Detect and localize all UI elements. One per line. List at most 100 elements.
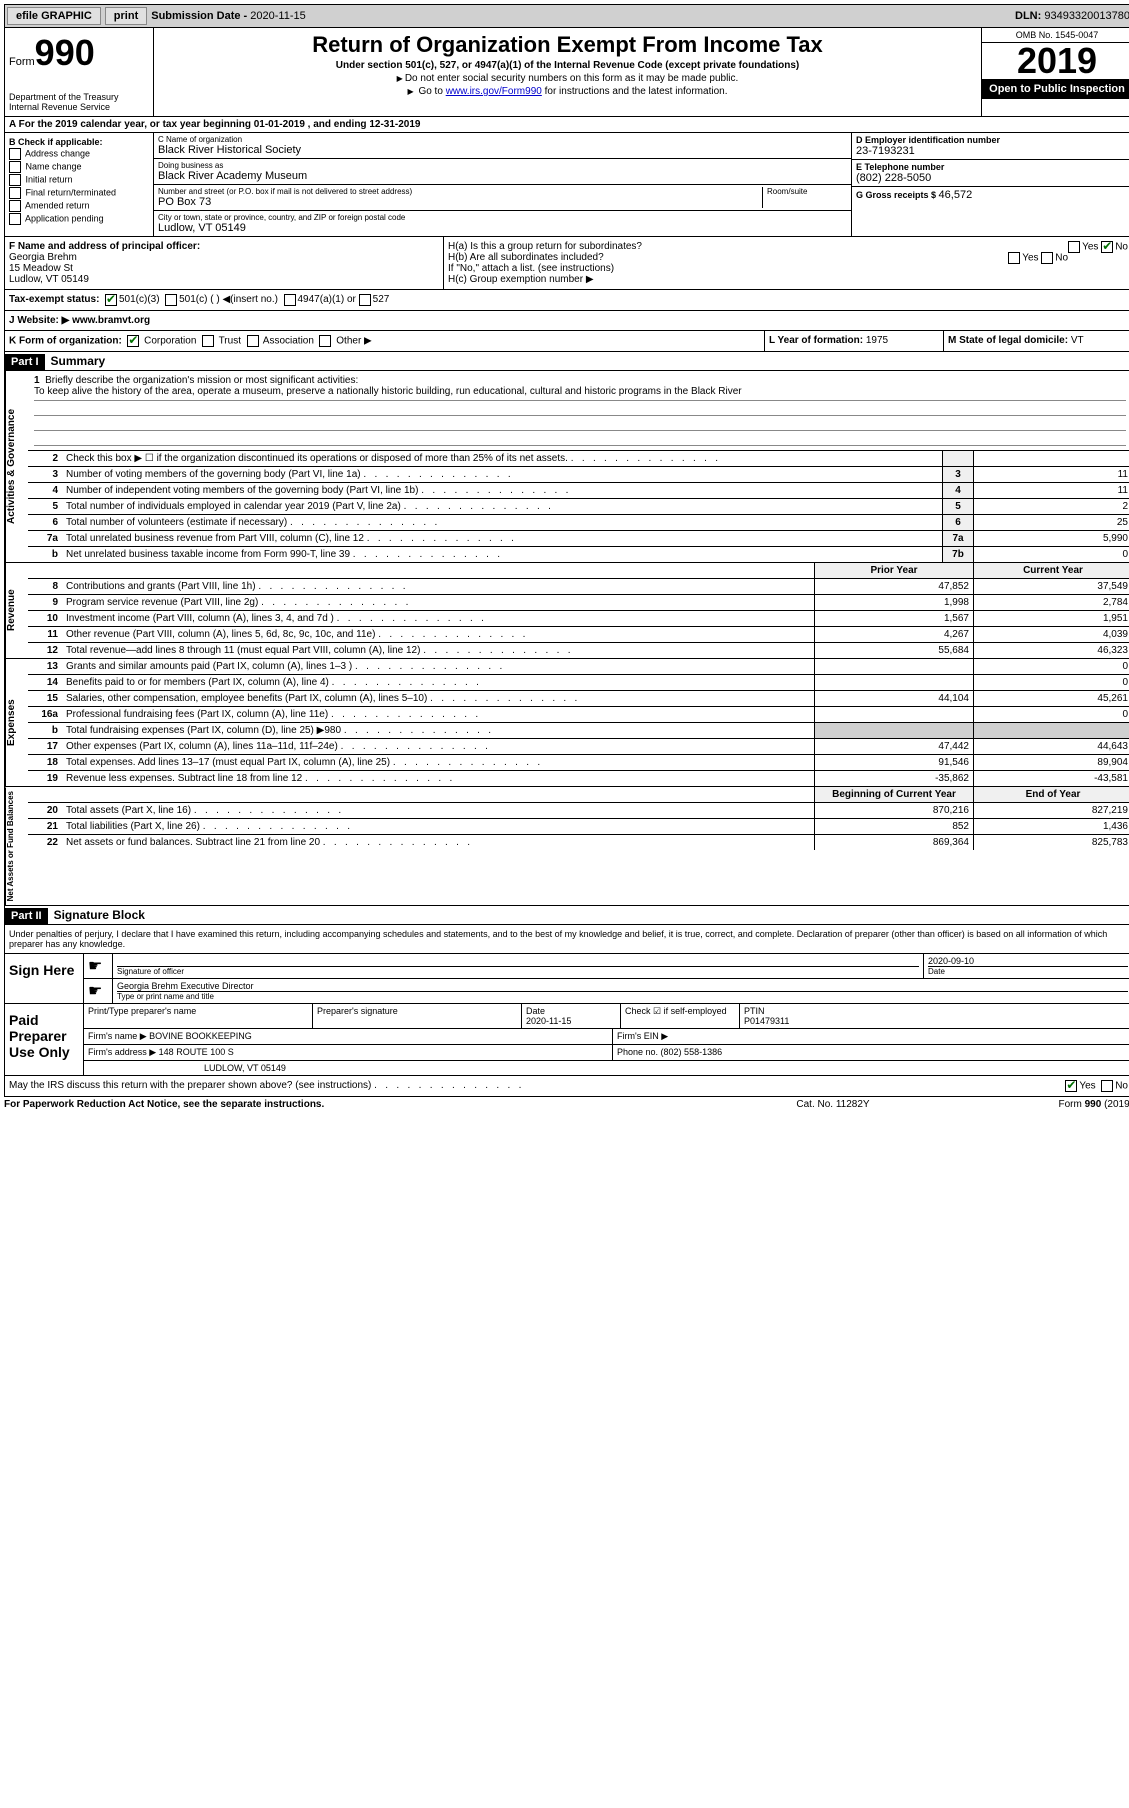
checkbox-amended[interactable] xyxy=(9,200,21,212)
period-row: A For the 2019 calendar year, or tax yea… xyxy=(4,117,1129,133)
top-bar: efile GRAPHIC print Submission Date - 20… xyxy=(4,4,1129,28)
mission-text: To keep alive the history of the area, o… xyxy=(34,386,1126,401)
checkbox-hb-yes[interactable] xyxy=(1008,252,1020,264)
form-number: Form990 xyxy=(9,32,149,74)
form-title: Return of Organization Exempt From Incom… xyxy=(158,32,977,58)
checkbox-discuss-no[interactable] xyxy=(1101,1080,1113,1092)
line-13: 13 Grants and similar amounts paid (Part… xyxy=(28,659,1129,675)
checkbox-other[interactable] xyxy=(319,335,331,347)
website: www.bramvt.org xyxy=(69,315,150,326)
paid-preparer-block: Paid Preparer Use Only Print/Type prepar… xyxy=(4,1004,1129,1076)
org-name: Black River Historical Society xyxy=(158,144,847,156)
line-18: 18 Total expenses. Add lines 13–17 (must… xyxy=(28,755,1129,771)
efile-label: efile GRAPHIC xyxy=(7,7,101,25)
ptin: P01479311 xyxy=(744,1016,1128,1026)
officer-addr2: Ludlow, VT 05149 xyxy=(9,274,439,285)
line-21: 21 Total liabilities (Part X, line 26) 8… xyxy=(28,819,1129,835)
line-3: 3 Number of voting members of the govern… xyxy=(28,467,1129,483)
section-bcde: B Check if applicable: Address change Na… xyxy=(4,133,1129,237)
penalty-statement: Under penalties of perjury, I declare th… xyxy=(4,925,1129,954)
note-instructions: Go to www.irs.gov/Form990 for instructio… xyxy=(158,86,977,97)
section-b: B Check if applicable: Address change Na… xyxy=(5,133,154,236)
line-4: 4 Number of independent voting members o… xyxy=(28,483,1129,499)
summary-governance: Activities & Governance 1 Briefly descri… xyxy=(4,371,1129,563)
public-inspection: Open to Public Inspection xyxy=(982,79,1129,99)
department: Department of the Treasury Internal Reve… xyxy=(9,92,149,112)
note-ssn: Do not enter social security numbers on … xyxy=(158,73,977,84)
ein: 23-7193231 xyxy=(856,145,1128,157)
part2-header: Part IISignature Block xyxy=(4,906,1129,925)
tax-year: 2019 xyxy=(982,43,1129,79)
part1-header: Part ISummary xyxy=(4,352,1129,371)
line-b: b Net unrelated business taxable income … xyxy=(28,547,1129,562)
state-domicile: VT xyxy=(1071,335,1084,346)
section-i: Tax-exempt status: 501(c)(3) 501(c) ( ) … xyxy=(4,290,1129,311)
line-12: 12 Total revenue—add lines 8 through 11 … xyxy=(28,643,1129,658)
section-de: D Employer identification number 23-7193… xyxy=(851,133,1129,236)
line-9: 9 Program service revenue (Part VIII, li… xyxy=(28,595,1129,611)
checkbox-trust[interactable] xyxy=(202,335,214,347)
form-subtitle: Under section 501(c), 527, or 4947(a)(1)… xyxy=(158,60,977,71)
mission-block: 1 Briefly describe the organization's mi… xyxy=(28,371,1129,451)
officer-addr1: 15 Meadow St xyxy=(9,263,439,274)
checkbox-hb-no[interactable] xyxy=(1041,252,1053,264)
gross-receipts: 46,572 xyxy=(939,189,973,201)
street-address: PO Box 73 xyxy=(158,196,762,208)
checkbox-address-change[interactable] xyxy=(9,148,21,160)
page-footer: For Paperwork Reduction Act Notice, see … xyxy=(4,1097,1129,1112)
firm-addr2: LUDLOW, VT 05149 xyxy=(84,1061,1129,1075)
section-fh: F Name and address of principal officer:… xyxy=(4,237,1129,290)
line-11: 11 Other revenue (Part VIII, column (A),… xyxy=(28,627,1129,643)
checkbox-corp[interactable] xyxy=(127,335,139,347)
submission-label: Submission Date - 2020-11-15 xyxy=(151,10,305,22)
year-formation: 1975 xyxy=(866,335,888,346)
city-state-zip: Ludlow, VT 05149 xyxy=(158,222,847,234)
instructions-link[interactable]: www.irs.gov/Form990 xyxy=(446,86,542,97)
line-7a: 7a Total unrelated business revenue from… xyxy=(28,531,1129,547)
summary-net-assets: Net Assets or Fund Balances Beginning of… xyxy=(4,787,1129,906)
checkbox-application-pending[interactable] xyxy=(9,213,21,225)
summary-revenue: Revenue Prior Year Current Year 8 Contri… xyxy=(4,563,1129,659)
preparer-date: 2020-11-15 xyxy=(526,1016,616,1026)
firm-phone: (802) 558-1386 xyxy=(661,1047,723,1057)
officer-signature-name: Georgia Brehm Executive Director xyxy=(117,981,1128,991)
section-klm: K Form of organization: Corporation Trus… xyxy=(4,331,1129,352)
line-8: 8 Contributions and grants (Part VIII, l… xyxy=(28,579,1129,595)
checkbox-527[interactable] xyxy=(359,294,371,306)
line-14: 14 Benefits paid to or for members (Part… xyxy=(28,675,1129,691)
section-f: F Name and address of principal officer:… xyxy=(5,237,444,289)
col-header-row: Prior Year Current Year xyxy=(28,563,1129,579)
net-header-row: Beginning of Current Year End of Year xyxy=(28,787,1129,803)
sign-date: 2020-09-10 xyxy=(928,956,1128,966)
line-16a: 16a Professional fundraising fees (Part … xyxy=(28,707,1129,723)
checkbox-initial-return[interactable] xyxy=(9,174,21,186)
section-h: H(a) Is this a group return for subordin… xyxy=(444,237,1129,289)
checkbox-4947[interactable] xyxy=(284,294,296,306)
officer-name: Georgia Brehm xyxy=(9,252,439,263)
checkbox-name-change[interactable] xyxy=(9,161,21,173)
checkbox-501c[interactable] xyxy=(165,294,177,306)
line-b: b Total fundraising expenses (Part IX, c… xyxy=(28,723,1129,739)
line-5: 5 Total number of individuals employed i… xyxy=(28,499,1129,515)
line-22: 22 Net assets or fund balances. Subtract… xyxy=(28,835,1129,850)
dba-name: Black River Academy Museum xyxy=(158,170,847,182)
checkbox-ha-yes[interactable] xyxy=(1068,241,1080,253)
checkbox-discuss-yes[interactable] xyxy=(1065,1080,1077,1092)
firm-name: BOVINE BOOKKEEPING xyxy=(149,1031,252,1041)
section-c: C Name of organization Black River Histo… xyxy=(154,133,851,236)
checkbox-ha-no[interactable] xyxy=(1101,241,1113,253)
dln: DLN: 93493320013780 xyxy=(1015,10,1129,22)
telephone: (802) 228-5050 xyxy=(856,172,1128,184)
checkbox-final-return[interactable] xyxy=(9,187,21,199)
summary-expenses: Expenses 13 Grants and similar amounts p… xyxy=(4,659,1129,787)
checkbox-assoc[interactable] xyxy=(247,335,259,347)
line-17: 17 Other expenses (Part IX, column (A), … xyxy=(28,739,1129,755)
checkbox-501c3[interactable] xyxy=(105,294,117,306)
firm-addr1: 148 ROUTE 100 S xyxy=(159,1047,234,1057)
sign-here-block: Sign Here ☛ Signature of officer 2020-09… xyxy=(4,954,1129,1004)
section-j: J Website: ▶ www.bramvt.org xyxy=(4,311,1129,331)
print-button[interactable]: print xyxy=(105,7,147,25)
line-6: 6 Total number of volunteers (estimate i… xyxy=(28,515,1129,531)
line-19: 19 Revenue less expenses. Subtract line … xyxy=(28,771,1129,786)
line-20: 20 Total assets (Part X, line 16) 870,21… xyxy=(28,803,1129,819)
